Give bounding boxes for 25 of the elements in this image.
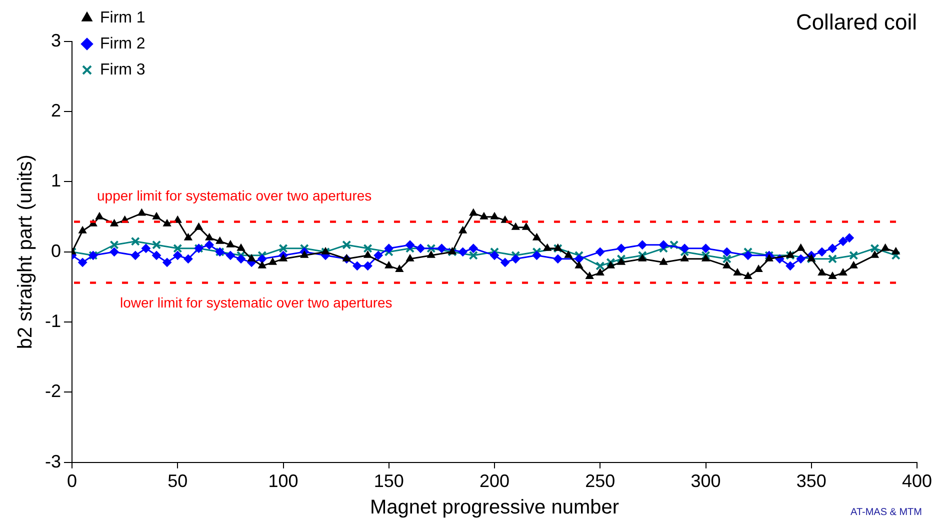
x-tick-label: 400 — [902, 471, 932, 492]
chart-title: Collared coil — [796, 9, 917, 34]
y-tick-label: 0 — [50, 240, 62, 261]
legend-label: Firm 2 — [100, 35, 146, 52]
y-tick-label: -2 — [44, 381, 62, 402]
y-tick-label: -3 — [44, 451, 62, 472]
text: AT-MAS & MTM — [850, 506, 922, 518]
x-tick-label: 0 — [66, 471, 78, 492]
x-tick-label: 50 — [168, 471, 188, 492]
y-axis-title: b2 straight part (units) — [14, 154, 37, 350]
x-axis-title: Magnet progressive number — [370, 496, 620, 519]
legend-label: Firm 3 — [100, 61, 146, 78]
legend-label: Firm 1 — [100, 9, 146, 26]
y-tick-label: -1 — [44, 311, 62, 332]
ref-line-label: upper limit for systematic over two apertures — [97, 188, 372, 204]
x-tick-label: 350 — [796, 471, 826, 492]
x-tick-label: 200 — [479, 471, 510, 492]
x-tick-label: 100 — [268, 471, 298, 492]
y-tick-label: 1 — [50, 170, 62, 191]
ref-line-label: lower limit for systematic over two apertures — [120, 294, 392, 311]
y-tick-label: 2 — [50, 100, 62, 121]
y-tick-label: 3 — [50, 30, 62, 50]
x-tick-label: 150 — [374, 471, 404, 492]
x-tick-label: 300 — [690, 471, 721, 492]
x-tick-label: 250 — [585, 471, 616, 492]
